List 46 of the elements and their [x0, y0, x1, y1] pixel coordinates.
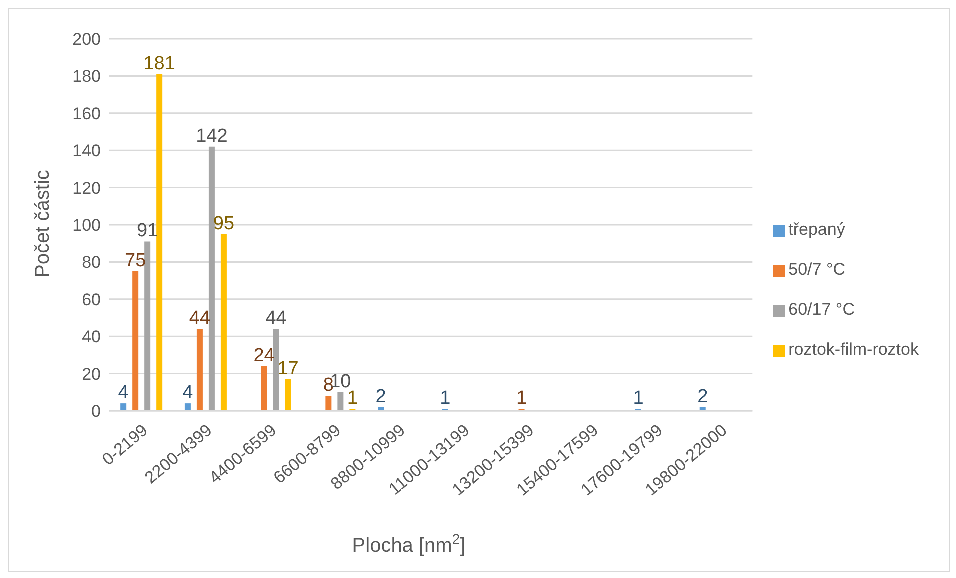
bar [338, 392, 344, 411]
y-tick-label: 100 [72, 216, 101, 236]
bar [132, 272, 139, 411]
y-tick-label: 180 [72, 67, 101, 86]
bar [120, 404, 127, 411]
bar [220, 234, 227, 411]
bar [261, 366, 268, 411]
y-tick-label: 60 [82, 290, 101, 310]
data-label: 181 [144, 53, 176, 74]
legend-label: roztok-film-roztok [788, 340, 919, 359]
data-label: 4 [118, 382, 130, 404]
data-label: 2 [698, 386, 708, 408]
data-label: 95 [213, 213, 235, 234]
data-label: 4 [182, 382, 194, 404]
y-tick-label: 140 [72, 142, 101, 161]
bar [196, 329, 203, 411]
bar [285, 379, 292, 411]
bar [156, 74, 163, 411]
data-label: 2 [376, 386, 386, 408]
y-tick-label: 160 [72, 104, 101, 124]
y-tick-label: 20 [82, 364, 101, 384]
legend-label: 50/7 °C [788, 260, 846, 279]
data-label: 1 [347, 388, 358, 410]
bar [144, 242, 151, 411]
bar [208, 146, 215, 411]
y-tick-label: 200 [72, 30, 101, 50]
data-label: 1 [633, 388, 644, 410]
legend-label: třepaný [788, 220, 846, 239]
x-axis-title: Plocha [nm$^{2}$] [352, 531, 466, 557]
y-tick-label: 40 [82, 328, 101, 347]
y-tick-label: 0 [92, 402, 101, 422]
bar [326, 396, 332, 411]
data-label: 1 [516, 388, 528, 410]
data-label: 24 [254, 345, 276, 366]
data-label: 44 [266, 308, 288, 330]
data-label: 17 [278, 358, 299, 380]
data-label: 142 [196, 126, 228, 147]
bar [273, 329, 280, 411]
legend-label: 60/17 °C [788, 300, 855, 319]
data-label: 1 [440, 388, 451, 410]
y-axis-title: Počet částic [32, 170, 54, 278]
data-label: 75 [125, 250, 146, 272]
bar [184, 404, 191, 411]
data-label: 44 [189, 308, 211, 330]
y-tick-label: 120 [72, 178, 101, 198]
y-tick-label: 80 [82, 253, 101, 272]
